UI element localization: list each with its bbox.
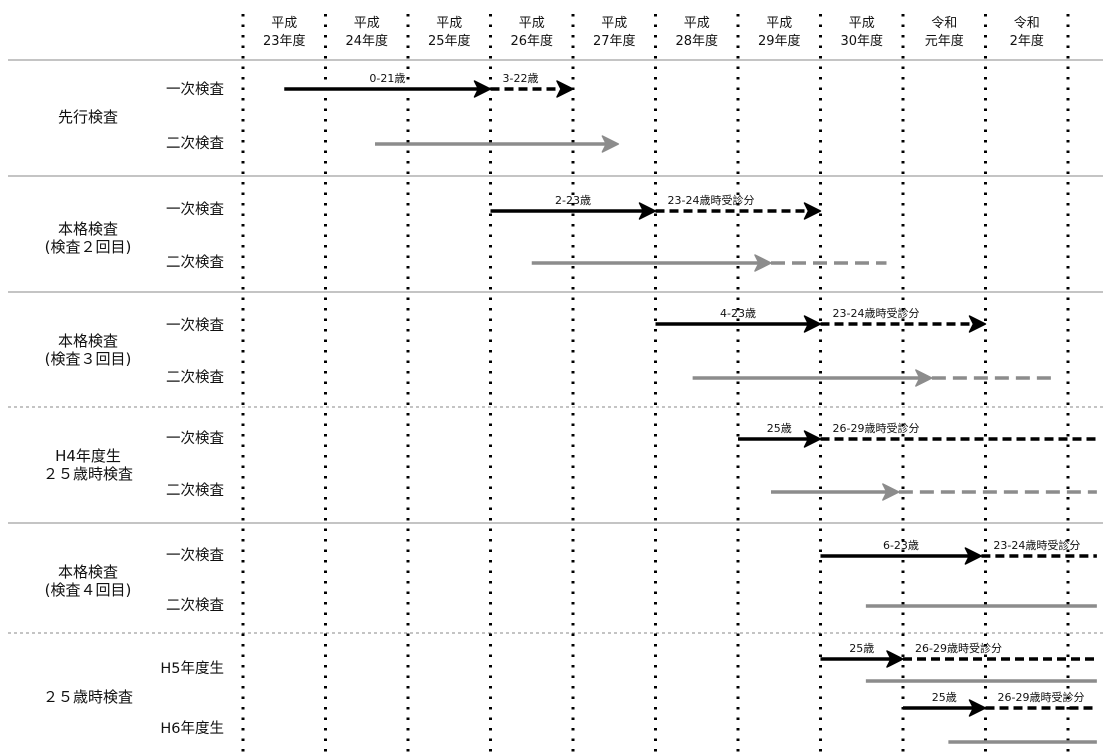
arrowhead <box>968 699 987 717</box>
year-header-year: 元年度 <box>925 33 964 49</box>
group-label: ２５歳時検査 <box>43 688 133 706</box>
arrowhead <box>638 202 657 220</box>
arrowhead <box>964 547 983 565</box>
year-header-year: 2年度 <box>1010 33 1044 49</box>
row-label: 二次検査 <box>166 597 224 614</box>
group-labels: 先行検査本格検査(検査２回目)本格検査(検査３回目)H4年度生２５歳時検査本格検… <box>43 108 133 706</box>
group-label: 先行検査 <box>58 108 118 126</box>
year-header-year: 23年度 <box>263 33 306 49</box>
year-headers: 平成 23年度 平成 24年度 平成 25年度 平成 26年度 平成 27年度 平成 28年度 平成 29… <box>263 16 1044 49</box>
year-header-era: 平成 <box>519 16 545 31</box>
row-label: 一次検査 <box>166 430 224 447</box>
year-header-era: 平成 <box>684 16 710 31</box>
arrowhead <box>473 80 492 98</box>
group-label: 本格検査 <box>58 220 118 238</box>
arrowhead <box>556 80 574 98</box>
age-range-label: 25歳 <box>932 691 957 704</box>
row-label: 一次検査 <box>166 201 224 218</box>
year-header-era: 平成 <box>354 16 380 31</box>
age-range-label: 23-24歳時受診分 <box>668 193 755 207</box>
arrowhead <box>803 202 822 220</box>
group-label: 本格検査 <box>58 563 118 581</box>
year-header-year: 28年度 <box>675 33 718 49</box>
arrowhead <box>754 254 772 272</box>
arrowhead <box>886 650 904 668</box>
group-label: (検査２回目) <box>45 238 132 256</box>
age-range-label: 25歳 <box>849 642 874 655</box>
separators <box>8 59 1103 634</box>
arrowhead <box>803 430 822 448</box>
age-range-label: 23-24歳時受診分 <box>993 538 1080 552</box>
year-header-year: 26年度 <box>510 33 553 49</box>
arrowhead <box>968 315 987 333</box>
row-label: H6年度生 <box>160 720 224 737</box>
year-header-era: 令和 <box>931 16 957 31</box>
year-header-year: 29年度 <box>758 33 801 49</box>
group-label: (検査４回目) <box>45 581 132 599</box>
year-header-era: 平成 <box>601 16 627 31</box>
age-range-label: 0-21歳 <box>369 72 405 85</box>
age-range-label: 26-29歳時受診分 <box>998 690 1085 704</box>
age-range-label: 4-23歳 <box>720 307 756 320</box>
arrowhead <box>601 135 620 153</box>
year-header-era: 平成 <box>766 16 792 31</box>
year-header-year: 27年度 <box>593 33 636 49</box>
year-header-era: 平成 <box>849 16 875 31</box>
age-range-label: 2-23歳 <box>555 194 591 207</box>
year-header-year: 25年度 <box>428 33 471 49</box>
arrows: 0-21歳 3-22歳 2-23歳 23-24歳時受診分 4-23歳 23-24歳時受診分… <box>284 72 1097 744</box>
row-labels: 一次検査二次検査一次検査二次検査一次検査二次検査一次検査二次検査一次検査二次検査… <box>160 81 224 737</box>
year-header-year: 24年度 <box>345 33 388 49</box>
group-label: (検査３回目) <box>45 350 132 368</box>
row-label: 二次検査 <box>166 254 224 271</box>
group-label: 本格検査 <box>58 332 118 350</box>
year-header-year: 30年度 <box>840 33 883 49</box>
group-label: ２５歳時検査 <box>43 465 133 483</box>
arrowhead <box>882 483 900 501</box>
row-label: 二次検査 <box>166 369 224 386</box>
age-range-label: 26-29歳時受診分 <box>915 641 1002 655</box>
row-label: 二次検査 <box>166 135 224 152</box>
row-label: 二次検査 <box>166 482 224 499</box>
arrowhead <box>803 315 822 333</box>
year-header-era: 平成 <box>271 16 297 31</box>
row-label: 一次検査 <box>166 81 224 98</box>
age-range-label: 3-22歳 <box>503 72 539 85</box>
age-range-label: 6-23歳 <box>883 539 919 552</box>
year-header-era: 令和 <box>1014 16 1040 31</box>
group-label: H4年度生 <box>55 447 121 465</box>
age-range-label: 25歳 <box>767 422 792 435</box>
year-header-era: 平成 <box>436 16 462 31</box>
row-label: 一次検査 <box>166 547 224 564</box>
age-range-label: 23-24歳時受診分 <box>833 306 920 320</box>
arrowhead <box>915 369 933 387</box>
row-label: 一次検査 <box>166 317 224 334</box>
age-range-label: 26-29歳時受診分 <box>833 421 920 435</box>
row-label: H5年度生 <box>160 660 224 677</box>
